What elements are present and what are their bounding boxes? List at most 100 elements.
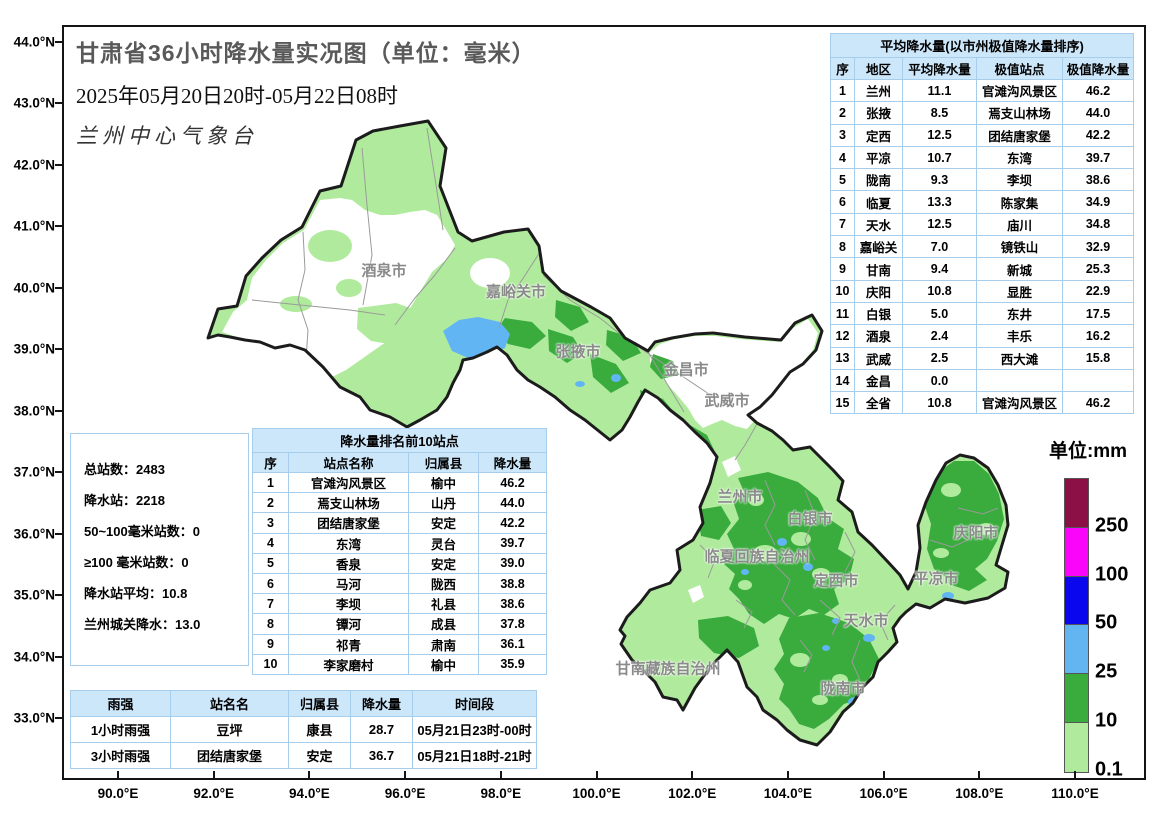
table-cell: 降水量	[350, 690, 413, 717]
table-cell: 安定	[408, 552, 479, 574]
y-tick-mark	[55, 594, 62, 597]
table-cell: 34.9	[1061, 190, 1135, 214]
agency-name: 兰州中心气象台	[76, 124, 258, 148]
y-tick-label: 34.0°N	[13, 649, 55, 664]
table-cell: 39.7	[1061, 145, 1135, 170]
legend-label: 25	[1095, 660, 1118, 683]
table-cell: 时间段	[412, 690, 537, 717]
x-tick-label: 90.0°E	[97, 786, 139, 801]
table-row: 14 金昌 0.0	[830, 368, 1135, 393]
table-cell: 序	[252, 452, 289, 473]
table-cell: 2	[830, 101, 855, 125]
legend-title: 单位:mm	[1048, 441, 1128, 462]
table-cell: 37.8	[477, 613, 548, 635]
x-tick-mark	[499, 771, 502, 778]
map-label: 金昌市	[663, 361, 709, 379]
table-cell: 38.8	[477, 572, 548, 595]
table-cell: 2.4	[902, 324, 977, 348]
map-label: 天水市	[843, 612, 889, 630]
table-cell: 极值站点	[976, 57, 1063, 80]
x-tick-mark	[117, 771, 119, 778]
legend-color-block	[1065, 674, 1088, 723]
legend-color-block	[1065, 625, 1088, 675]
stat-line: 降水站：2218	[84, 493, 165, 508]
table-cell: 灵台	[408, 532, 479, 554]
x-tick-mark	[978, 771, 981, 778]
y-tick-label: 33.0°N	[13, 710, 55, 726]
table-row: 2 张掖 8.5 焉支山林场 44.0	[830, 101, 1135, 125]
table-cell: 临夏	[854, 190, 903, 214]
table-cell: 28.7	[350, 716, 413, 743]
table-row: 6 临夏 13.3 陈家集 34.9	[830, 190, 1135, 214]
table-cell: 2.5	[902, 346, 977, 370]
table-title: 降水量排名前10站点	[251, 428, 548, 453]
y-tick-mark	[55, 163, 62, 166]
table-cell: 3	[252, 512, 289, 534]
y-tick-mark	[55, 716, 62, 719]
table-cell: 7	[252, 593, 289, 615]
legend-label: 50	[1095, 611, 1118, 634]
table-row: 7 天水 12.5 庙川 34.8	[830, 212, 1135, 237]
table-cell: 39.0	[477, 552, 548, 574]
table-cell: 平均降水量	[902, 57, 977, 80]
table-cell: 0.0	[902, 368, 977, 393]
table-cell	[1061, 368, 1135, 393]
table-cell: 甘南	[854, 257, 903, 281]
top10-stations-table: 降水量排名前10站点序站点名称 归属县 降水量 1 官滩沟风景区 榆中 46.2 2 焉支山林场…	[251, 428, 548, 675]
map-label: 平凉市	[913, 570, 959, 588]
y-tick-label: 38.0°N	[13, 403, 55, 419]
table-cell: 9.4	[902, 257, 977, 281]
y-tick-mark	[55, 348, 62, 351]
table-cell: 安定	[408, 512, 479, 534]
table-cell: 7.0	[902, 235, 977, 259]
legend-colorbar	[1064, 478, 1089, 773]
map-label: 兰州市	[717, 488, 763, 506]
table-row: 6 马河 陇西 38.8	[252, 572, 548, 595]
rain-intensity-table: 雨强 站名名 归属县 降水量 时间段 1小时雨强 豆坪 康县 28.7 05月21日23时-00时…	[70, 690, 537, 769]
page-title: 甘肃省36小时降水量实况图（单位：毫米）	[76, 40, 536, 66]
table-cell: 3小时雨强	[70, 742, 171, 769]
y-tick-label: 43.0°N	[13, 95, 55, 111]
table-cell: 肃南	[408, 633, 479, 655]
table-cell: 榆中	[408, 471, 479, 494]
table-cell: 东湾	[976, 145, 1063, 170]
y-tick-label: 35.0°N	[13, 587, 55, 603]
table-row: 10 李家磨村 榆中 35.9	[252, 653, 548, 675]
y-tick-mark	[55, 655, 62, 658]
table-cell: 35.9	[477, 653, 548, 675]
legend-label: 0.1	[1095, 758, 1123, 781]
table-cell: 团结唐家堡	[170, 742, 289, 769]
table-cell: 39.7	[477, 532, 548, 554]
table-title: 平均降水量(以市州极值降水量排序)	[829, 33, 1135, 58]
table-row: 8 嘉峪关 7.0 镜铁山 32.9	[830, 235, 1135, 259]
table-cell: 9	[252, 633, 289, 655]
table-row: 7 李坝 礼县 38.6	[252, 593, 548, 615]
table-cell: 嘉峪关	[854, 235, 903, 259]
map-label: 武威市	[704, 392, 750, 410]
table-cell: 镡河	[288, 613, 409, 635]
x-tick-mark	[212, 771, 215, 778]
table-cell: 李坝	[288, 593, 409, 615]
table-cell	[976, 368, 1063, 393]
table-cell: 庙川	[976, 212, 1063, 237]
table-cell: 12.5	[902, 123, 977, 147]
table-cell: 42.2	[477, 512, 548, 534]
average-precipitation-table: 平均降水量(以市州极值降水量排序) 序地区 平均降水量 极值站点 极值降水量 1 兰州 11.…	[829, 33, 1135, 415]
table-row: 1 官滩沟风景区 榆中 46.2	[252, 471, 548, 494]
table-cell: 香泉	[288, 552, 409, 574]
x-tick-label: 96.0°E	[384, 786, 426, 801]
time-period: 2025年05月20日20时-05月22日08时	[76, 84, 398, 108]
table-cell: 豆坪	[170, 716, 289, 743]
map-label: 白银市	[787, 510, 833, 528]
legend-label: 10	[1095, 709, 1118, 732]
y-tick-label: 42.0°N	[13, 157, 55, 173]
table-cell: 11.1	[902, 78, 977, 103]
legend-label: 250	[1095, 514, 1129, 537]
table-row: 2 焉支山林场 山丹 44.0	[252, 492, 548, 514]
table-cell: 6	[830, 190, 855, 214]
table-cell: 团结唐家堡	[288, 512, 409, 534]
table-cell: 安定	[288, 742, 351, 769]
table-cell: 极值降水量	[1061, 57, 1135, 80]
x-tick-label: 110.0°E	[1051, 786, 1099, 801]
table-cell: 4	[252, 532, 289, 554]
